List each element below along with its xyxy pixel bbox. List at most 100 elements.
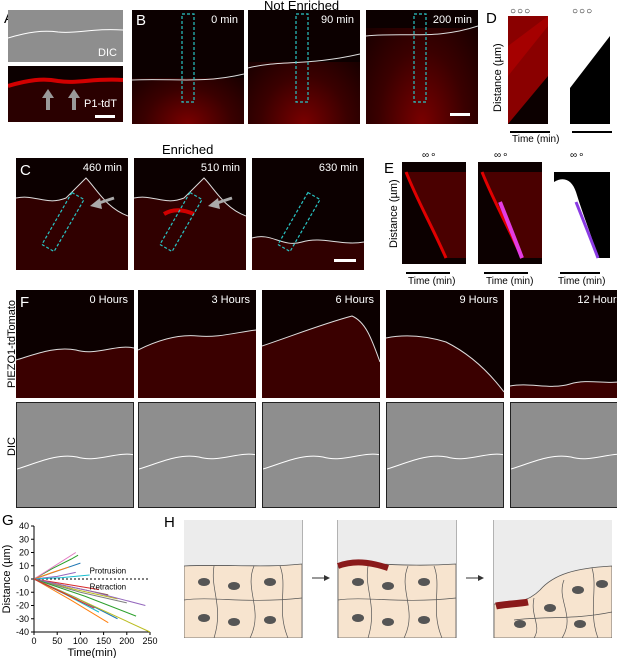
time-label: 12 Hours <box>577 294 617 306</box>
cell-edge-outline <box>8 29 123 39</box>
scale-bar <box>334 259 356 262</box>
panel-f-dic-frame <box>138 402 256 508</box>
panel-d-kymograph-red <box>508 16 548 124</box>
panel-e-kymograph-red <box>402 162 466 264</box>
panel-b-frame-3: 200 min <box>366 10 478 124</box>
x-axis-label: Time (min) <box>408 276 456 287</box>
series-line <box>33 578 100 591</box>
time-arrow <box>572 131 612 133</box>
series-line <box>33 574 90 580</box>
time-label: 200 min <box>432 14 472 26</box>
panel-b-frame-2: 90 min <box>248 10 360 124</box>
y-axis-label: Distance (µm) <box>388 179 400 248</box>
time-label: 6 Hours <box>335 294 374 306</box>
series-line <box>33 578 109 624</box>
panel-f-dic-frame <box>262 402 380 508</box>
panel-label-h: H <box>164 514 175 531</box>
marker-dots: ∞∘ <box>570 150 586 161</box>
y-tick-label: 40 <box>19 521 29 531</box>
panel-c-frame-2: 510 min <box>134 158 246 270</box>
panel-f-dic-frame <box>16 402 134 508</box>
time-label: 510 min <box>200 162 240 174</box>
time-label: 630 min <box>318 162 358 174</box>
series-line <box>33 578 146 606</box>
series-line <box>33 554 79 580</box>
time-label: 9 Hours <box>459 294 498 306</box>
y-tick-label: 10 <box>19 561 29 571</box>
marker-dots: ○○○ <box>510 6 532 17</box>
panel-b-title: Not Enriched <box>264 0 340 13</box>
x-tick-label: 150 <box>96 636 111 646</box>
marker-dots: ∞∘ <box>422 150 438 161</box>
time-arrow <box>510 131 550 133</box>
panel-a-dic-image: DIC <box>8 10 123 62</box>
left-arrow-icon <box>208 196 233 209</box>
panel-c-title: Enriched <box>162 142 214 157</box>
y-tick-label: 20 <box>19 548 29 558</box>
series-line <box>33 552 77 580</box>
panel-c-frame-1: 460 min <box>16 158 128 270</box>
time-arrow <box>560 272 600 274</box>
scale-bar <box>95 115 115 118</box>
y-tick-label: -40 <box>16 627 29 637</box>
time-label: 460 min <box>82 162 122 174</box>
panel-f-dic-frame <box>510 402 617 508</box>
y-tick-label: -20 <box>16 601 29 611</box>
y-axis-label: Distance (µm) <box>1 545 13 614</box>
series-line <box>33 571 76 580</box>
y-tick-label: 30 <box>19 534 29 544</box>
x-tick-label: 100 <box>73 636 88 646</box>
x-axis-label: Time (min) <box>512 134 560 145</box>
x-axis-label: Time (min) <box>486 276 534 287</box>
time-label: 0 Hours <box>89 294 128 306</box>
marker-dots: ∞∘ <box>494 150 510 161</box>
y-tick-label: -10 <box>16 587 29 597</box>
panel-f-fluor-frame: 6 Hours <box>262 290 380 398</box>
series-line <box>33 578 95 609</box>
panel-label-e: E <box>384 160 395 177</box>
panel-e-kymograph-bw <box>554 162 610 264</box>
time-label: 0 min <box>211 14 238 26</box>
up-arrow-icon <box>68 89 80 110</box>
x-tick-label: 50 <box>52 636 62 646</box>
right-arrow-icon <box>312 575 330 581</box>
panel-f-dic-frame <box>386 402 504 508</box>
scale-bar <box>450 113 470 116</box>
panel-label-b: B <box>136 12 147 29</box>
x-axis-label: Time(min) <box>67 647 116 658</box>
left-arrow-icon <box>90 196 115 209</box>
x-tick-label: 250 <box>142 636 157 646</box>
panel-label-d: D <box>486 10 497 27</box>
y-tick-label: -30 <box>16 614 29 624</box>
panel-b-frame-1: 0 min <box>132 10 244 124</box>
series-line <box>33 578 137 617</box>
right-arrow-icon <box>466 575 484 581</box>
panel-a-fluor-image: P1-tdT <box>8 66 123 122</box>
x-tick-label: 200 <box>119 636 134 646</box>
y-axis-label: Distance (µm) <box>492 43 504 112</box>
dic-label: DIC <box>98 47 117 59</box>
protrusion-label: Protrusion <box>90 567 126 576</box>
panel-d-kymograph-bw <box>570 16 610 124</box>
time-arrow <box>484 272 528 274</box>
p1-tdt-label: P1-tdT <box>83 98 117 110</box>
time-label: 3 Hours <box>211 294 250 306</box>
schematic-stage-2 <box>336 520 457 638</box>
panel-f-fluor-frame: 12 Hours <box>510 290 617 398</box>
panel-e-kymograph-overlay <box>478 162 542 264</box>
retraction-label: Retraction <box>90 583 126 592</box>
panel-f-fluor-frame: 3 Hours <box>138 290 256 398</box>
panel-c-frame-3: 630 min <box>252 158 364 270</box>
time-label: 90 min <box>320 14 354 26</box>
schematic-stage-3 <box>493 520 612 638</box>
panel-f-fluor-frame: 9 Hours <box>386 290 504 398</box>
series-line <box>33 566 69 580</box>
panel-label-g: G <box>2 512 14 529</box>
up-arrow-icon <box>42 89 54 110</box>
panel-f-fluor-frame: 0 Hours <box>16 290 134 398</box>
x-tick-label: 0 <box>31 636 36 646</box>
panel-label-f: F <box>20 294 30 311</box>
x-axis-label: Time (min) <box>558 276 606 287</box>
time-arrow <box>406 272 450 274</box>
